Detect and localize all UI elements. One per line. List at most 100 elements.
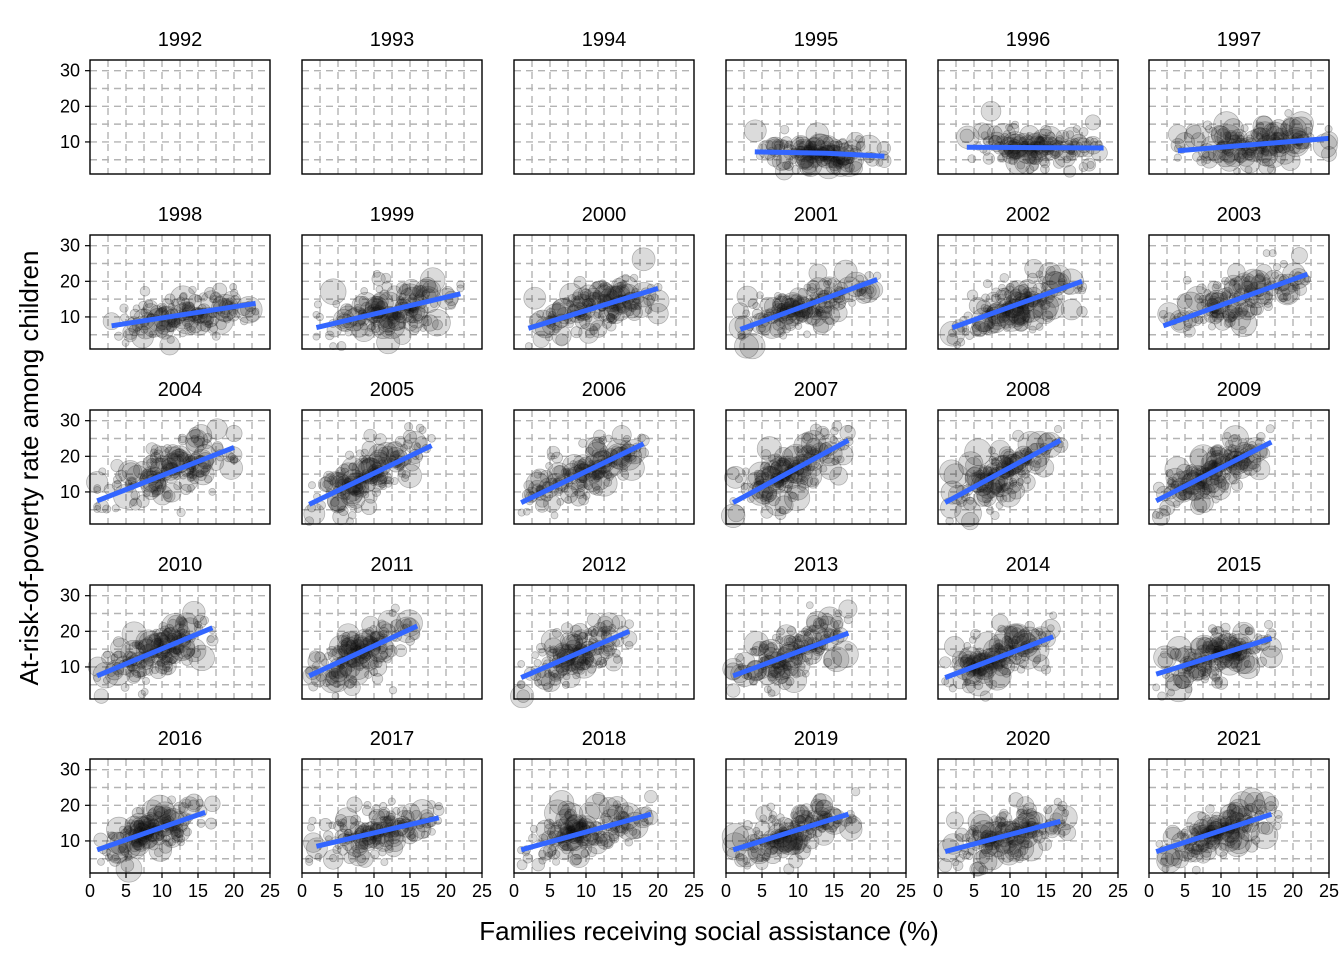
facet-label: 1993 [370, 29, 415, 51]
data-point [400, 810, 415, 824]
data-point [148, 330, 157, 339]
data-point [1242, 276, 1256, 290]
data-point [1246, 134, 1254, 143]
data-point [1055, 135, 1065, 145]
data-point [1033, 132, 1042, 140]
data-point [176, 305, 184, 313]
panel-border [725, 59, 907, 175]
data-point [743, 119, 767, 143]
data-point [239, 316, 249, 326]
data-point [528, 833, 538, 844]
data-point [778, 821, 787, 830]
data-point [547, 846, 557, 856]
data-point [624, 619, 634, 629]
data-point [808, 156, 817, 164]
data-point [801, 810, 813, 822]
data-point [209, 292, 221, 304]
data-point [827, 156, 842, 172]
facet-label: 2007 [794, 379, 839, 401]
data-point [1040, 157, 1051, 169]
data-point [1008, 155, 1018, 166]
data-point [538, 648, 547, 657]
data-point [829, 466, 848, 486]
data-point [155, 320, 175, 340]
data-point [165, 322, 176, 333]
data-point [1164, 672, 1175, 683]
data-point [1263, 796, 1279, 812]
data-point [1279, 292, 1289, 303]
data-point [1188, 663, 1206, 682]
data-point [312, 332, 321, 341]
data-point [844, 162, 855, 173]
data-point [844, 643, 853, 652]
data-point [1161, 864, 1170, 873]
data-point [958, 849, 967, 859]
data-point [1212, 280, 1222, 290]
data-point [517, 680, 526, 689]
x-tick-label: 0 [721, 881, 731, 901]
data-point [1054, 136, 1064, 147]
data-point [158, 306, 168, 316]
point-cloud [102, 282, 263, 356]
data-point [178, 301, 187, 310]
data-point [126, 669, 135, 678]
data-point [609, 833, 620, 844]
data-point [982, 152, 995, 165]
data-point [795, 139, 804, 148]
data-point [194, 294, 202, 303]
data-point [1244, 148, 1256, 161]
data-point [939, 656, 952, 669]
data-point [1072, 124, 1081, 133]
data-point [1029, 161, 1039, 171]
panel-grid [302, 60, 482, 174]
data-point [371, 324, 381, 334]
facet-label: 2016 [158, 728, 203, 750]
data-point [138, 300, 148, 311]
data-point [384, 816, 395, 827]
x-tick-label: 25 [472, 881, 492, 901]
data-point [1030, 150, 1039, 159]
facet-panel-1998: 1998 10 20 30 [60, 204, 271, 356]
data-point [93, 502, 102, 511]
data-point [380, 858, 389, 867]
data-point [552, 672, 561, 681]
data-point [620, 464, 629, 473]
data-point [785, 140, 793, 149]
panel-grid [302, 235, 482, 349]
data-point [996, 154, 1005, 163]
x-tick-label: 0 [85, 881, 95, 901]
data-point [108, 831, 118, 841]
data-point [828, 160, 837, 169]
facet-panel-2016: 2016 10 20 30 0 5 10 15 20 25 [60, 728, 280, 901]
data-point [124, 853, 132, 861]
data-point [1192, 151, 1202, 162]
data-point [1160, 650, 1168, 659]
data-point [1196, 155, 1208, 167]
data-point [1303, 126, 1312, 136]
x-tick-label: 20 [1072, 881, 1092, 901]
data-point [379, 482, 388, 491]
data-point [120, 858, 135, 873]
data-point [396, 296, 405, 305]
data-point [1076, 149, 1085, 157]
data-point [123, 328, 138, 343]
data-point [982, 279, 992, 289]
data-point [803, 330, 811, 339]
data-point [169, 285, 197, 312]
data-point [1065, 130, 1075, 139]
data-point [144, 299, 154, 308]
data-point [101, 650, 116, 666]
data-point [1224, 130, 1239, 144]
facet-label: 2020 [1006, 728, 1051, 750]
data-point [324, 652, 332, 660]
x-tick-label: 5 [545, 881, 555, 901]
data-point [161, 298, 174, 311]
x-tick-label: 10 [576, 881, 596, 901]
data-point [411, 284, 426, 299]
data-point [1040, 124, 1052, 137]
data-point [1082, 157, 1097, 172]
data-point [981, 493, 992, 504]
data-point [1183, 324, 1196, 338]
data-point [181, 297, 191, 307]
